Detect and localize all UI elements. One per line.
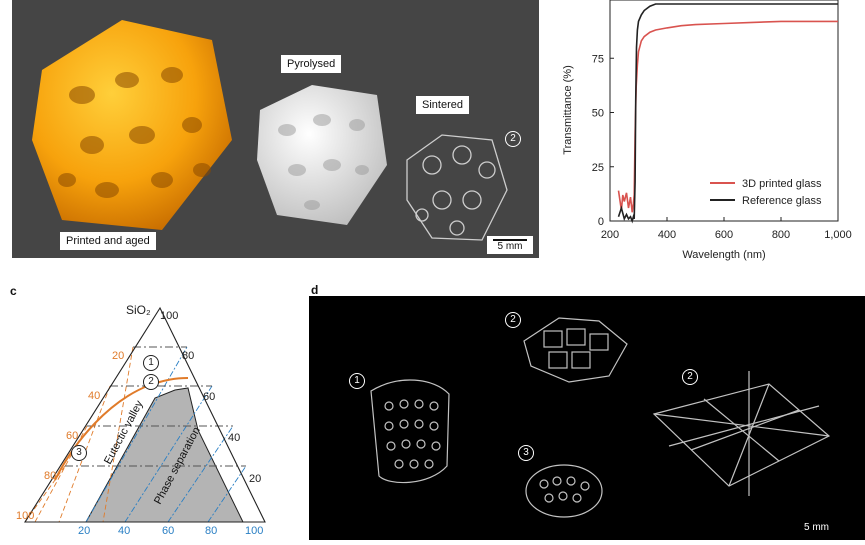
ternary-svg: Eutectic valley Phase separation xyxy=(24,306,266,523)
y-tick-label: 25 xyxy=(592,162,604,174)
legend-label-2: Reference glass xyxy=(742,195,822,207)
sintered-gyroid xyxy=(406,134,508,241)
left-tick-60: 60 xyxy=(66,430,79,442)
transmittance-chart: 200 400 600 800 1,000 0 25 50 75 Wavelength (nm) T… xyxy=(562,0,852,261)
ternary-diagram: Eutectic valley Phase separation SiO₂ 20… xyxy=(0,290,300,540)
d-badge-2-top: 2 xyxy=(505,312,521,328)
series-line-1 xyxy=(617,20,838,213)
x-axis-label: Wavelength (nm) xyxy=(682,249,765,261)
glass-object-1 xyxy=(370,379,450,484)
x-tick-label: 400 xyxy=(658,229,676,241)
y-tick-label: 50 xyxy=(592,108,604,120)
glass-lattices-illustration xyxy=(370,317,831,518)
d-scale-bar-label: 5 mm xyxy=(804,522,829,533)
d-badge-2-right: 2 xyxy=(682,369,698,385)
right-tick-100: 100 xyxy=(160,310,179,322)
bottom-tick-100: 100 xyxy=(245,525,264,537)
scale-bar xyxy=(493,239,527,241)
right-tick-60: 60 xyxy=(203,391,216,403)
x-tick-label: 600 xyxy=(715,229,733,241)
glass-object-2-right xyxy=(652,371,831,496)
left-tick-20: 20 xyxy=(112,350,125,362)
bottom-tick-60: 60 xyxy=(162,525,175,537)
series-line-2 xyxy=(617,3,838,224)
blue-gridlines xyxy=(85,346,247,523)
left-tick-80: 80 xyxy=(44,470,57,482)
y-axis-label: Transmittance (%) xyxy=(562,65,574,154)
y-tick-label: 0 xyxy=(598,216,604,228)
right-tick-20: 20 xyxy=(249,473,262,485)
y-tick-label: 75 xyxy=(592,53,604,65)
gyroid-objects-illustration xyxy=(32,20,508,241)
left-tick-100: 100 xyxy=(16,510,35,522)
right-tick-80: 80 xyxy=(182,350,195,362)
scale-bar-box: 5 mm xyxy=(487,236,533,254)
panel-c-letter: c xyxy=(10,284,17,298)
pyrolysed-gyroid xyxy=(257,85,387,225)
printed-label: Printed and aged xyxy=(60,232,156,250)
bottom-tick-80: 80 xyxy=(205,525,218,537)
scale-bar-label: 5 mm xyxy=(497,241,523,252)
printed-gyroid xyxy=(32,20,232,230)
x-tick-label: 800 xyxy=(772,229,790,241)
sintered-label: Sintered xyxy=(416,96,469,114)
d-badge-3: 3 xyxy=(518,445,534,461)
photo-panel-a: Printed and aged Pyrolysed Sintered 2 5 … xyxy=(12,0,539,258)
bottom-tick-40: 40 xyxy=(118,525,131,537)
ternary-badge-2: 2 xyxy=(143,374,159,390)
apex-label: SiO₂ xyxy=(126,303,151,317)
gray-gridlines xyxy=(65,346,246,467)
x-tick-label: 200 xyxy=(601,229,619,241)
ternary-badge-1: 1 xyxy=(143,355,159,371)
ternary-badge-3: 3 xyxy=(71,445,87,461)
d-badge-1: 1 xyxy=(349,373,365,389)
pyrolysed-label: Pyrolysed xyxy=(281,55,342,73)
x-tick-label: 1,000 xyxy=(824,229,852,241)
legend-label-1: 3D printed glass xyxy=(742,178,822,190)
badge-2: 2 xyxy=(505,131,521,147)
glass-object-2-top xyxy=(523,317,628,383)
glass-object-3 xyxy=(525,464,603,518)
chart-panel-b: 200 400 600 800 1,000 0 25 50 75 Wavelength (nm) T… xyxy=(545,0,865,270)
bottom-tick-20: 20 xyxy=(78,525,91,537)
right-tick-40: 40 xyxy=(228,432,241,444)
photo-panel-d: 1 2 2 3 5 mm xyxy=(309,296,865,540)
panel-d-letter: d xyxy=(311,283,319,297)
left-tick-40: 40 xyxy=(88,390,101,402)
ternary-triangle xyxy=(24,306,266,523)
